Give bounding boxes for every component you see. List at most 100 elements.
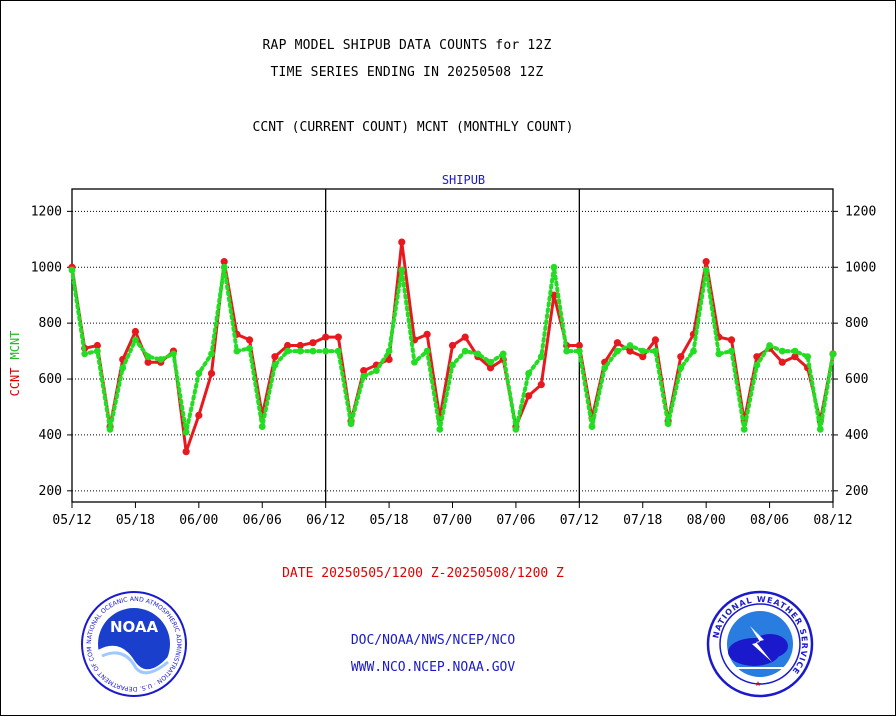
x-tick-label: 07/18	[623, 513, 662, 528]
data-point-mcnt	[753, 361, 761, 369]
data-point-mcnt	[487, 358, 494, 366]
x-tick-label: 05/12	[52, 513, 91, 528]
y-label-ccnt: CCNT	[8, 368, 22, 397]
y-tick-label-right: 1000	[845, 260, 876, 275]
data-point-ccnt	[182, 448, 190, 456]
data-point-mcnt	[182, 428, 190, 436]
data-point-mcnt	[322, 347, 330, 355]
data-point-mcnt	[829, 350, 837, 358]
y-tick-label: 400	[39, 428, 62, 443]
data-point-ccnt	[651, 336, 660, 344]
data-point-mcnt	[525, 370, 532, 377]
plot-area	[71, 188, 834, 503]
x-tick-label: 05/18	[370, 513, 409, 528]
y-tick-label: 800	[39, 316, 62, 331]
data-point-mcnt	[499, 350, 507, 358]
data-point-mcnt	[334, 347, 342, 355]
data-point-mcnt	[271, 361, 279, 369]
y-tick-label-right: 400	[845, 428, 868, 443]
data-point-mcnt	[132, 336, 139, 344]
x-tick-label: 07/00	[433, 513, 472, 528]
data-point-ccnt	[131, 327, 140, 336]
y-tick-label-right: 800	[845, 316, 868, 331]
data-point-mcnt	[309, 347, 317, 355]
data-point-mcnt	[93, 347, 101, 355]
data-point-ccnt	[398, 238, 406, 246]
data-point-ccnt	[461, 333, 469, 341]
chart-subtitle: CCNT (CURRENT COUNT) MCNT (MONTHLY COUNT…	[252, 120, 574, 135]
y-label-mcnt: MCNT	[8, 331, 22, 360]
data-point-ccnt	[360, 367, 368, 375]
x-tick-label: 08/06	[750, 513, 789, 528]
data-point-ccnt	[613, 339, 621, 347]
data-point-mcnt	[613, 347, 621, 355]
data-point-mcnt	[639, 347, 647, 355]
chart-title-line2: TIME SERIES ENDING IN 20250508 12Z	[270, 65, 544, 80]
data-point-mcnt	[208, 350, 215, 358]
data-point-mcnt	[728, 347, 735, 355]
data-point-mcnt	[626, 342, 634, 349]
x-tick-label: 07/12	[560, 513, 599, 528]
data-point-ccnt	[271, 353, 279, 361]
x-tick-label: 07/06	[496, 513, 535, 528]
data-point-mcnt	[740, 425, 748, 433]
x-tick-label: 06/12	[306, 513, 345, 528]
data-point-mcnt	[601, 364, 609, 372]
data-point-mcnt	[816, 425, 824, 433]
data-point-mcnt	[144, 353, 152, 361]
data-point-mcnt	[804, 353, 812, 361]
data-point-mcnt	[68, 266, 76, 274]
nco-url-link[interactable]: WWW.NCO.NCEP.NOAA.GOV	[350, 660, 516, 675]
data-point-mcnt	[373, 367, 380, 375]
data-point-mcnt	[550, 263, 558, 271]
data-point-mcnt	[537, 353, 545, 361]
data-point-mcnt	[233, 347, 241, 355]
data-point-ccnt	[448, 341, 457, 350]
y-tick-label-right: 600	[845, 372, 868, 387]
noaa-logo-icon: NOAA NATIONAL OCEANIC AND ATMOSPHERIC AD…	[80, 590, 187, 697]
x-tick-label: 05/18	[116, 513, 155, 528]
data-point-mcnt	[588, 423, 596, 430]
y-tick-label: 1200	[31, 204, 62, 219]
data-point-ccnt	[334, 333, 342, 341]
data-point-ccnt	[93, 341, 101, 350]
data-point-mcnt	[398, 266, 406, 274]
data-point-ccnt	[791, 353, 799, 361]
data-point-mcnt	[119, 364, 127, 372]
data-point-mcnt	[690, 347, 697, 355]
data-point-ccnt	[677, 353, 685, 361]
data-point-ccnt	[144, 358, 152, 366]
data-point-mcnt	[715, 350, 723, 358]
data-point-mcnt	[411, 358, 418, 366]
y-tick-label: 200	[39, 484, 62, 499]
data-point-mcnt	[474, 350, 482, 358]
data-point-ccnt	[220, 258, 228, 266]
data-point-mcnt	[106, 425, 114, 433]
data-point-ccnt	[309, 339, 317, 347]
data-point-mcnt	[157, 356, 165, 363]
data-point-mcnt	[449, 361, 456, 369]
data-point-ccnt	[753, 353, 761, 361]
x-tick-label: 06/00	[179, 513, 218, 528]
data-point-ccnt	[207, 369, 216, 378]
data-point-ccnt	[525, 392, 533, 400]
noaa-logo-text: NOAA	[110, 618, 159, 636]
data-point-ccnt	[727, 336, 736, 344]
data-point-mcnt	[284, 347, 292, 355]
data-point-ccnt	[245, 336, 254, 344]
data-point-mcnt	[702, 266, 710, 274]
y-tick-label-right: 200	[845, 484, 868, 499]
data-point-ccnt	[322, 333, 330, 341]
data-point-mcnt	[677, 364, 685, 372]
nws-logo-icon: NATIONAL WEATHER SERVICE	[706, 590, 814, 698]
data-point-ccnt	[195, 411, 203, 419]
data-point-mcnt	[436, 425, 444, 433]
data-point-mcnt	[170, 350, 177, 358]
data-point-mcnt	[360, 372, 368, 380]
nco-link[interactable]: DOC/NOAA/NWS/NCEP/NCO	[350, 633, 516, 648]
x-tick-label: 08/00	[687, 513, 726, 528]
data-point-mcnt	[258, 423, 266, 430]
data-point-mcnt	[385, 347, 393, 355]
data-point-ccnt	[423, 330, 431, 338]
data-point-ccnt	[626, 347, 634, 355]
